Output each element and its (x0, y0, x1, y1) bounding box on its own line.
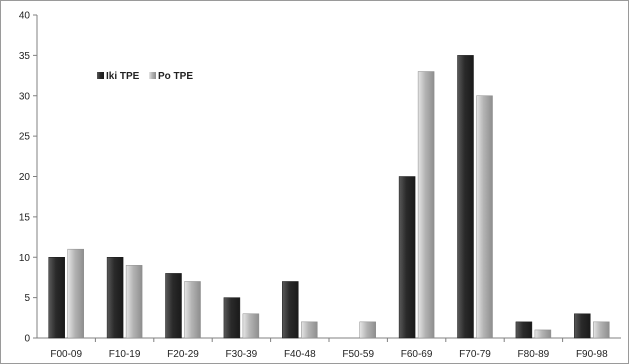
x-tick-label: F50-59 (342, 349, 374, 360)
bar-iki-tpe-f30-39 (223, 297, 241, 339)
y-tick-label: 0 (24, 334, 30, 345)
x-tick-label: F90-98 (576, 349, 608, 360)
y-tick-label: 20 (19, 172, 31, 183)
x-tick-label: F20-29 (167, 349, 199, 360)
y-tick-label: 15 (19, 212, 31, 223)
bar-iki-tpe-f10-19 (106, 257, 124, 339)
x-tick-label: F80-89 (518, 349, 550, 360)
bar-iki-tpe-f80-89 (515, 321, 533, 339)
x-tick-label: F00-09 (50, 349, 82, 360)
bars (48, 55, 610, 339)
bar-po-tpe-f20-29 (184, 281, 201, 339)
legend: Iki TPE Po TPE (97, 71, 193, 82)
bar-po-tpe-f70-79 (476, 95, 493, 339)
x-tick-label: F10-19 (109, 349, 141, 360)
legend-label-iki-tpe: Iki TPE (106, 71, 140, 82)
x-tick-label: F30-39 (226, 349, 258, 360)
y-tick-label: 40 (19, 11, 31, 22)
bar-po-tpe-f10-19 (125, 265, 143, 339)
bar-iki-tpe-f70-79 (457, 55, 474, 339)
bar-po-tpe-f50-59 (359, 321, 376, 339)
bar-po-tpe-f00-09 (67, 248, 84, 339)
y-tick-label: 10 (19, 253, 31, 264)
bar-po-tpe-f80-89 (534, 329, 552, 339)
legend-label-po-tpe: Po TPE (158, 71, 193, 82)
bar-po-tpe-f60-69 (417, 71, 435, 339)
bar-iki-tpe-f00-09 (48, 257, 65, 339)
x-tick-label: F70-79 (459, 349, 491, 360)
bar-iki-tpe-f90-98 (574, 313, 591, 339)
bar-po-tpe-f90-98 (593, 321, 610, 339)
y-axis-ticks: 0 5 10 15 20 25 30 35 40 (19, 11, 37, 345)
legend-swatch-iki-tpe (97, 72, 104, 79)
bar-po-tpe-f30-39 (242, 313, 260, 339)
bar-po-tpe-f40-48 (301, 321, 318, 339)
x-axis-ticks: F00-09 F10-19 F20-29 F30-39 F40-48 F50-59 F60-… (50, 338, 608, 360)
y-tick-label: 25 (19, 132, 31, 143)
y-tick-label: 35 (19, 51, 31, 62)
x-tick-label: F60-69 (401, 349, 433, 360)
bar-iki-tpe-f60-69 (398, 176, 416, 339)
bar-iki-tpe-f40-48 (282, 281, 299, 339)
x-tick-label: F40-48 (284, 349, 316, 360)
y-tick-label: 5 (24, 293, 30, 304)
y-tick-label: 30 (19, 91, 31, 102)
bar-iki-tpe-f20-29 (165, 273, 182, 339)
legend-swatch-po-tpe (149, 72, 156, 79)
